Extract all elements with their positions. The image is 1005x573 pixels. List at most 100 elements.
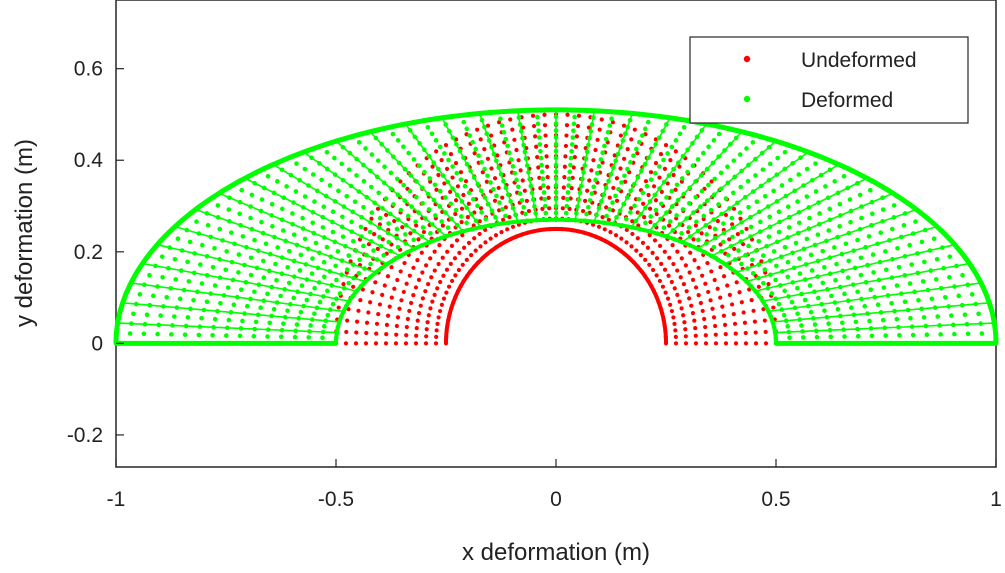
deformed-point: [848, 219, 853, 225]
deformed-point: [390, 131, 396, 137]
deformed-point: [871, 270, 876, 275]
undeformed-point: [503, 205, 508, 210]
deformed-point: [483, 216, 489, 222]
undeformed-point: [543, 143, 549, 149]
deformed-point: [541, 190, 547, 195]
undeformed-point: [682, 320, 687, 325]
deformed-point: [827, 206, 833, 212]
undeformed-point: [571, 165, 576, 170]
undeformed-point: [591, 158, 596, 163]
deformed-point: [571, 121, 577, 127]
deformed-point: [210, 332, 215, 338]
deformed-point: [333, 263, 338, 269]
undeformed-point: [370, 290, 375, 295]
undeformed-point: [363, 341, 369, 346]
undeformed-point: [398, 269, 403, 274]
deformed-point: [807, 215, 812, 221]
undeformed-point: [475, 127, 480, 132]
undeformed-point: [647, 262, 652, 267]
undeformed-point: [687, 296, 692, 301]
deformed-point: [182, 332, 188, 337]
undeformed-point: [538, 186, 543, 191]
deformed-point: [381, 252, 386, 258]
deformed-point: [789, 299, 795, 305]
deformed-point: [739, 229, 745, 235]
deformed-point: [776, 209, 782, 215]
deformed-point: [699, 188, 705, 194]
deformed-point: [155, 331, 160, 337]
undeformed-point: [677, 299, 682, 304]
deformed-point: [302, 166, 308, 172]
deformed-point: [346, 280, 351, 286]
deformed-point: [260, 258, 266, 264]
undeformed-point: [424, 327, 429, 332]
deformed-point: [244, 303, 250, 309]
deformed-point: [354, 173, 359, 178]
undeformed-point: [364, 330, 369, 336]
undeformed-point: [543, 133, 548, 138]
undeformed-point: [407, 308, 412, 314]
deformed-point: [294, 322, 300, 327]
deformed-point: [414, 194, 419, 200]
deformed-point: [712, 176, 718, 182]
undeformed-point: [445, 249, 450, 254]
deformed-point: [212, 316, 218, 322]
deformed-point: [931, 236, 937, 242]
deformed-point: [965, 331, 971, 337]
deformed-point: [312, 285, 317, 291]
undeformed-point: [448, 261, 453, 266]
deformed-point: [403, 232, 408, 237]
undeformed-point: [461, 245, 467, 250]
deformed-mesh-line: [746, 225, 938, 283]
deformed-point: [217, 226, 222, 232]
deformed-point: [826, 321, 831, 326]
deformed-point: [361, 204, 366, 210]
undeformed-point: [662, 166, 668, 171]
deformed-point: [962, 312, 968, 317]
undeformed-point: [737, 290, 742, 295]
deformed-point: [677, 131, 683, 137]
deformed-point: [669, 188, 675, 194]
deformed-point: [771, 188, 776, 194]
deformed-point: [648, 214, 654, 219]
deformed-point: [680, 207, 686, 212]
undeformed-point: [675, 292, 680, 298]
deformed-point: [258, 305, 263, 311]
deformed-point: [695, 157, 701, 162]
undeformed-point: [635, 236, 640, 241]
deformed-point: [799, 323, 804, 328]
undeformed-point: [583, 146, 588, 151]
deformed-mesh-line: [612, 117, 671, 225]
undeformed-point: [458, 170, 464, 175]
deformed-point: [150, 293, 156, 299]
deformed-point: [293, 189, 299, 194]
deformed-point: [271, 306, 277, 312]
undeformed-point: [460, 233, 465, 238]
deformed-point: [371, 248, 376, 253]
x-tick-label: -0.5: [318, 488, 354, 511]
undeformed-point: [687, 270, 692, 275]
deformed-point: [640, 133, 645, 138]
undeformed-point: [684, 289, 689, 294]
deformed-mesh-line: [244, 177, 401, 257]
undeformed-point: [657, 243, 663, 249]
undeformed-point: [351, 284, 356, 289]
undeformed-point: [466, 240, 472, 245]
undeformed-point: [596, 224, 602, 229]
undeformed-point: [415, 258, 420, 263]
deformed-point: [604, 213, 609, 219]
deformed-point: [960, 272, 965, 278]
deformed-point: [761, 280, 766, 286]
deformed-point: [240, 318, 245, 324]
undeformed-point: [384, 332, 389, 337]
deformed-point: [704, 232, 709, 237]
undeformed-point: [560, 206, 565, 211]
undeformed-point: [597, 127, 602, 132]
deformed-point: [781, 312, 787, 318]
deformed-point: [302, 194, 308, 199]
undeformed-point: [384, 212, 389, 218]
undeformed-point: [436, 172, 441, 178]
deformed-mesh-line: [157, 243, 357, 292]
undeformed-point: [392, 218, 397, 224]
deformed-point: [291, 295, 297, 301]
